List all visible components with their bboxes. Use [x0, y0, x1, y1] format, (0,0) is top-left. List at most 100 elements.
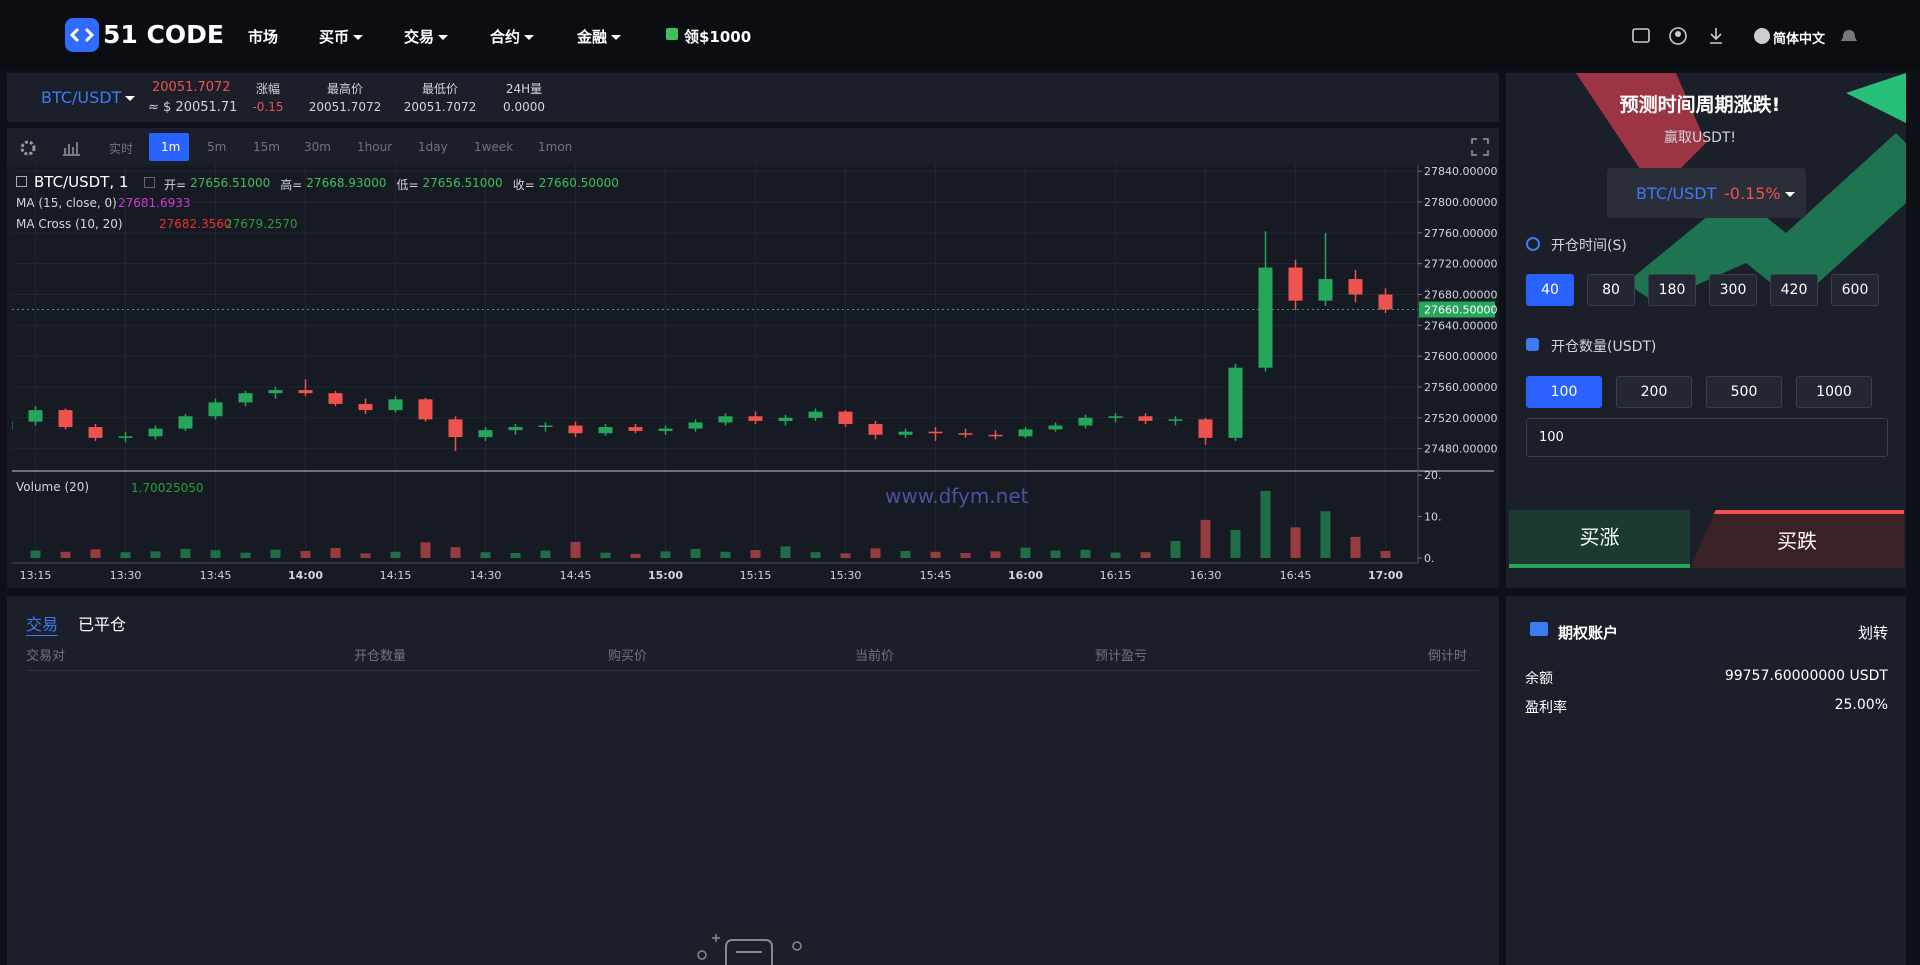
candles [1, 231, 1393, 558]
x-tick-label: 16:45 [1280, 569, 1312, 582]
promo[interactable]: 领$1000 [684, 28, 752, 46]
pair-name: BTC/USDT [1636, 184, 1717, 203]
interval[interactable]: 1mon [538, 140, 573, 154]
account-title: 期权账户 [1558, 624, 1619, 642]
volume-bar [360, 553, 371, 558]
candle-body [1318, 279, 1333, 301]
amount-option[interactable]: 500 [1706, 376, 1782, 408]
ohlc-value: 27656.51000 [190, 176, 271, 190]
collapse-icon[interactable] [16, 176, 27, 187]
volume-bar [660, 551, 671, 558]
ohlc-value: 27660.50000 [538, 176, 619, 190]
header-divider [26, 670, 1479, 671]
trade-panel [1506, 73, 1906, 588]
interval[interactable]: 15m [253, 140, 280, 154]
time-option[interactable]: 80 [1587, 274, 1635, 306]
volume-bar [930, 551, 941, 558]
volume-bar [1050, 550, 1061, 558]
time-option[interactable]: 300 [1709, 274, 1757, 306]
stat-value: -0.15 [252, 100, 284, 114]
ma-cross-label: MA Cross (10, 20) [16, 217, 123, 231]
candle-body [418, 399, 433, 420]
x-tick-label: 13:15 [20, 569, 52, 582]
interval[interactable]: 1day [418, 140, 448, 154]
candle-body [1258, 267, 1273, 368]
candle-body [328, 393, 343, 404]
nav-item[interactable]: 买币 [319, 26, 363, 47]
interval[interactable]: 实时 [109, 142, 134, 156]
stat-label: 最低价 [421, 82, 459, 96]
candle-body [1288, 267, 1303, 301]
x-tick-label: 13:30 [110, 569, 142, 582]
amount-option[interactable]: 1000 [1796, 376, 1872, 408]
volume-bar [1200, 519, 1211, 558]
candle-body [838, 411, 853, 424]
x-tick-label: 15:15 [740, 569, 772, 582]
legend-title: BTC/USDT, 1 [34, 173, 129, 191]
nav-item[interactable]: 合约 [490, 26, 534, 47]
volume-bar [510, 553, 521, 558]
volume-value: 1.70025050 [131, 481, 204, 495]
settings-icon[interactable] [144, 177, 155, 188]
interval[interactable]: 1week [474, 140, 514, 154]
candle-body [1228, 367, 1243, 438]
logo-text[interactable]: 51 CODE [103, 20, 224, 49]
stat-label: 24H量 [505, 82, 543, 96]
chart-panel [7, 128, 1499, 588]
x-tick-label: 16:30 [1190, 569, 1222, 582]
y-tick-label: 27680.00000 [1424, 288, 1497, 301]
volume-bar [30, 550, 41, 558]
volume-bar [1140, 552, 1151, 558]
ticker-pair[interactable]: BTC/USDT [41, 88, 135, 107]
interval[interactable]: 5m [207, 140, 227, 154]
time-option[interactable]: 420 [1770, 274, 1818, 306]
logo-glyph [69, 27, 95, 43]
watermark: www.dfym.net [885, 484, 1029, 508]
volume-bar [300, 550, 311, 558]
volume-bar [780, 546, 791, 558]
amount-option[interactable]: 100 [1526, 376, 1602, 408]
interval[interactable]: 1hour [357, 140, 393, 154]
candle-body [28, 410, 43, 422]
amount-option[interactable]: 200 [1616, 376, 1692, 408]
volume-bar [1, 553, 11, 558]
amount-label: 开仓数量(USDT) [1551, 339, 1657, 355]
transfer-link[interactable]: 划转 [1857, 624, 1888, 642]
fullscreen-icon[interactable] [1470, 137, 1490, 157]
time-option[interactable]: 40 [1526, 274, 1574, 306]
nav-item[interactable]: 交易 [404, 26, 448, 47]
orders-tab[interactable]: 交易 [26, 611, 59, 636]
price-chart: 27480.00000 27520.00000 27560.00000 27600.0… [1, 165, 1497, 582]
candle-body [238, 393, 253, 403]
interval[interactable]: 30m [304, 140, 331, 154]
x-tick-label: 14:45 [560, 569, 592, 582]
nav-item[interactable]: 金融 [577, 26, 621, 47]
orders-tab[interactable]: 已平仓 [78, 615, 127, 634]
account-label: 盈利率 [1525, 700, 1567, 716]
volume-bar [420, 542, 431, 558]
interval[interactable]: 1m [161, 140, 181, 154]
candle-body [628, 427, 643, 431]
amount-input[interactable]: 100 [1526, 418, 1888, 457]
y-tick-label: 27720.00000 [1424, 258, 1497, 271]
time-option[interactable]: 600 [1831, 274, 1879, 306]
candle-body [388, 399, 403, 411]
volume-bar [210, 550, 221, 558]
ma-cross-value: 27682.3560 [159, 217, 232, 231]
buy-down-button[interactable]: 买跌 [1690, 510, 1904, 568]
candle-body [958, 433, 973, 435]
buy-up-button[interactable]: 买涨 [1509, 510, 1690, 568]
nav-item[interactable]: 市场 [248, 28, 279, 46]
language[interactable]: 简体中文 [1773, 32, 1826, 47]
ticker-price: 20051.7072 [152, 80, 231, 95]
candle-body [1108, 416, 1123, 418]
volume-bar [540, 550, 551, 558]
x-tick-label: 15:00 [648, 569, 683, 582]
last-price-tag [1419, 301, 1495, 318]
time-option[interactable]: 180 [1648, 274, 1696, 306]
coin-icon [1526, 338, 1539, 351]
volume-bar [990, 551, 1001, 558]
x-tick-label: 16:15 [1100, 569, 1132, 582]
candle-body [148, 428, 163, 437]
